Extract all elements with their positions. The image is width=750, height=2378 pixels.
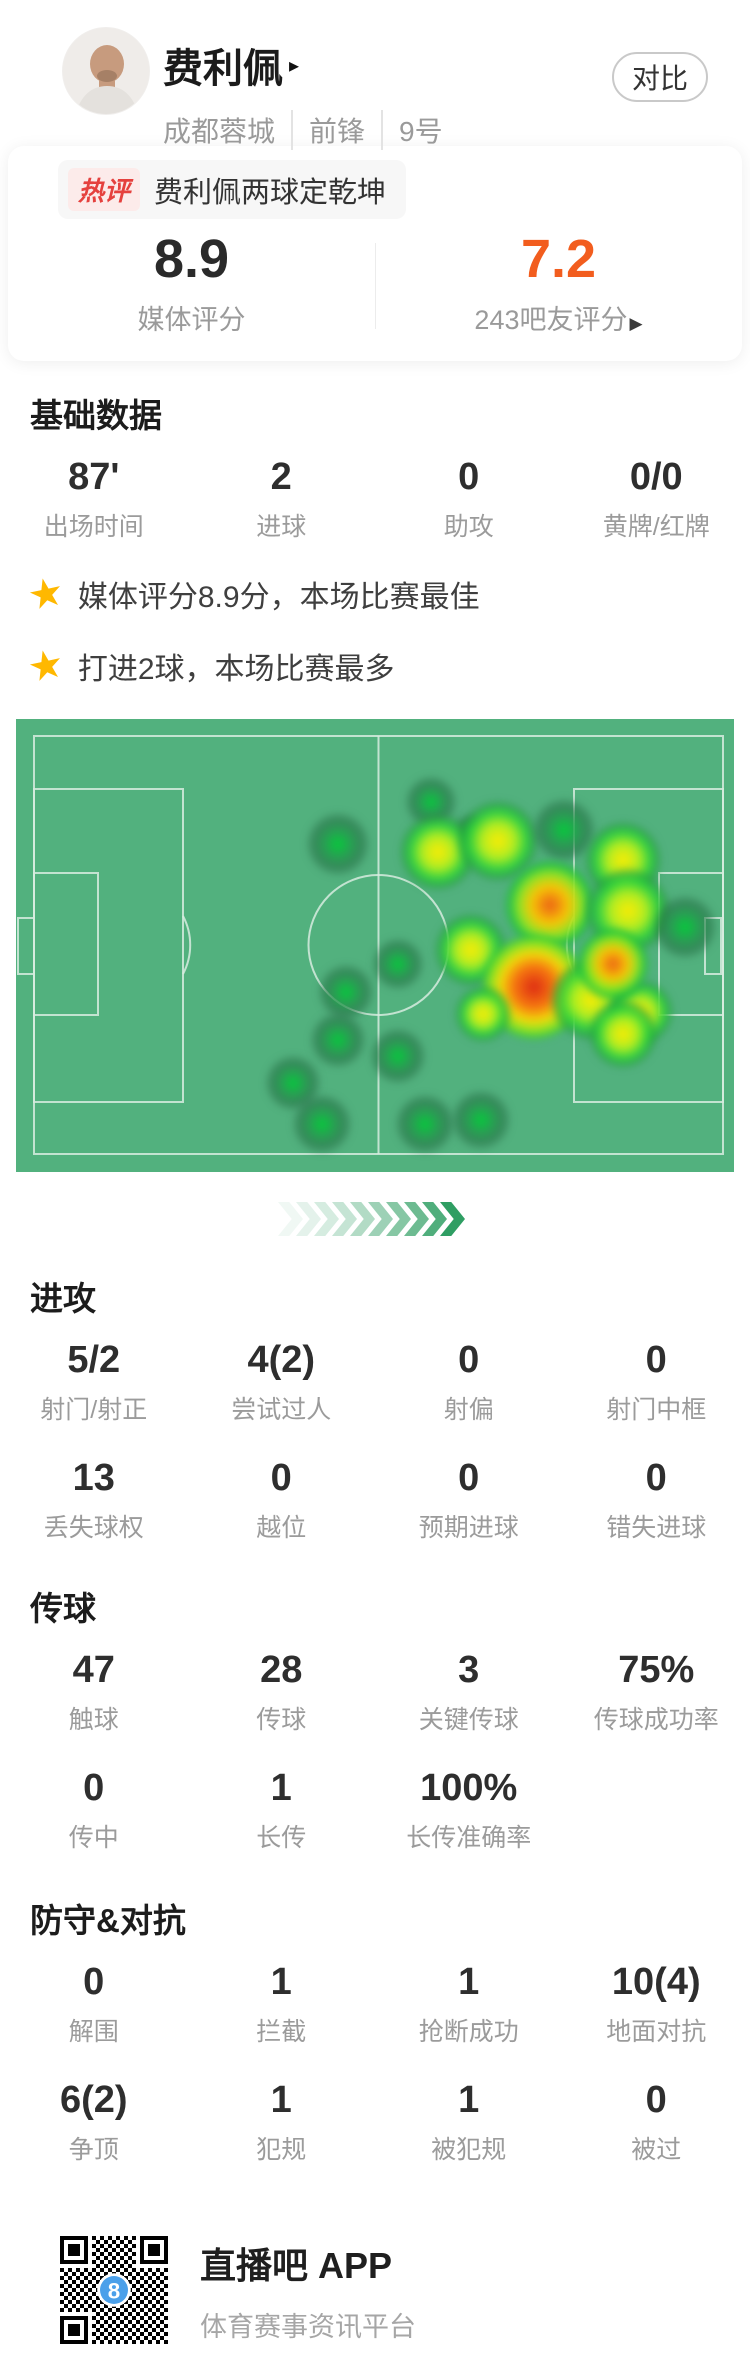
qr-logo-digit: 8 — [108, 2278, 120, 2303]
hot-comment-text: 费利佩两球定乾坤 — [154, 169, 386, 211]
heat-point — [452, 1091, 510, 1149]
heat-point — [396, 1095, 454, 1153]
stat-long-ball-accuracy: 100%长传准确率 — [375, 1766, 563, 1854]
stat-ground-duels: 10(4)地面对抗 — [563, 1960, 750, 2048]
heat-point — [319, 965, 373, 1019]
highlights: ★ 媒体评分8.9分，本场比赛最佳 ★ 打进2球，本场比赛最多 — [28, 573, 750, 687]
heat-point — [578, 929, 648, 999]
rating-divider — [375, 243, 376, 329]
heat-point — [373, 939, 423, 989]
app-footer: 8 直播吧 APP 体育赛事资讯平台 — [56, 2232, 750, 2378]
stat-aerial-duels: 6(2)争顶 — [0, 2078, 188, 2166]
team-name: 成都蓉城 — [163, 110, 275, 150]
hot-badge: 热评 — [68, 168, 140, 211]
player-avatar — [62, 27, 150, 115]
fans-rating-value: 7.2 — [375, 227, 742, 291]
chevrons-icon — [0, 1202, 750, 1236]
player-photo-placeholder — [63, 28, 150, 115]
fans-rating-arrow-icon: ▶ — [629, 314, 642, 333]
compare-button[interactable]: 对比 — [612, 52, 708, 102]
heat-point — [654, 896, 716, 958]
section-passing-title: 传球 — [30, 1590, 750, 1628]
heat-point — [590, 1001, 656, 1067]
qr-center-logo: 8 — [97, 2273, 131, 2307]
stat-pass-accuracy: 75%传球成功率 — [563, 1648, 750, 1736]
heat-point — [456, 987, 510, 1041]
fans-rating-label: 243吧友评分▶ — [375, 301, 742, 343]
app-tagline: 体育赛事资讯平台 — [200, 2305, 416, 2344]
heat-point — [371, 1029, 425, 1083]
heatmap-points — [16, 719, 734, 1172]
player-name[interactable]: 费利佩▸ — [163, 36, 443, 94]
player-header: 费利佩▸ 成都蓉城 前锋 9号 对比 — [0, 0, 750, 141]
highlight-row: ★ 媒体评分8.9分，本场比赛最佳 — [28, 573, 750, 615]
media-rating-value: 8.9 — [8, 227, 375, 291]
media-rating-label: 媒体评分 — [8, 301, 375, 339]
rating-card: 热评 费利佩两球定乾坤 8.9 媒体评分 7.2 243吧友评分▶ — [8, 146, 742, 361]
stat-dribbles: 4(2)尝试过人 — [188, 1338, 376, 1426]
heat-point — [311, 1013, 365, 1067]
hot-comment[interactable]: 热评 费利佩两球定乾坤 — [58, 160, 406, 219]
section-basic-title: 基础数据 — [30, 397, 750, 435]
heat-point — [293, 1095, 351, 1153]
heatmap-pitch — [16, 719, 734, 1172]
qr-code: 8 — [56, 2232, 172, 2348]
player-meta: 成都蓉城 前锋 9号 — [163, 110, 443, 150]
section-defense-title: 防守&对抗 — [30, 1902, 750, 1940]
stat-minutes: 87'出场时间 — [0, 455, 188, 543]
highlight-row: ★ 打进2球，本场比赛最多 — [28, 645, 750, 687]
fans-rating[interactable]: 7.2 243吧友评分▶ — [375, 227, 742, 343]
media-rating: 8.9 媒体评分 — [8, 227, 375, 343]
shirt-number: 9号 — [381, 110, 443, 150]
player-position: 前锋 — [291, 110, 365, 150]
star-icon: ★ — [24, 642, 68, 691]
section-attack-title: 进攻 — [30, 1280, 750, 1318]
heat-point — [307, 813, 369, 875]
app-name: 直播吧 APP — [200, 2237, 416, 2289]
star-icon: ★ — [24, 570, 68, 619]
ratings: 8.9 媒体评分 7.2 243吧友评分▶ — [8, 227, 742, 343]
name-arrow-icon: ▸ — [289, 53, 299, 78]
